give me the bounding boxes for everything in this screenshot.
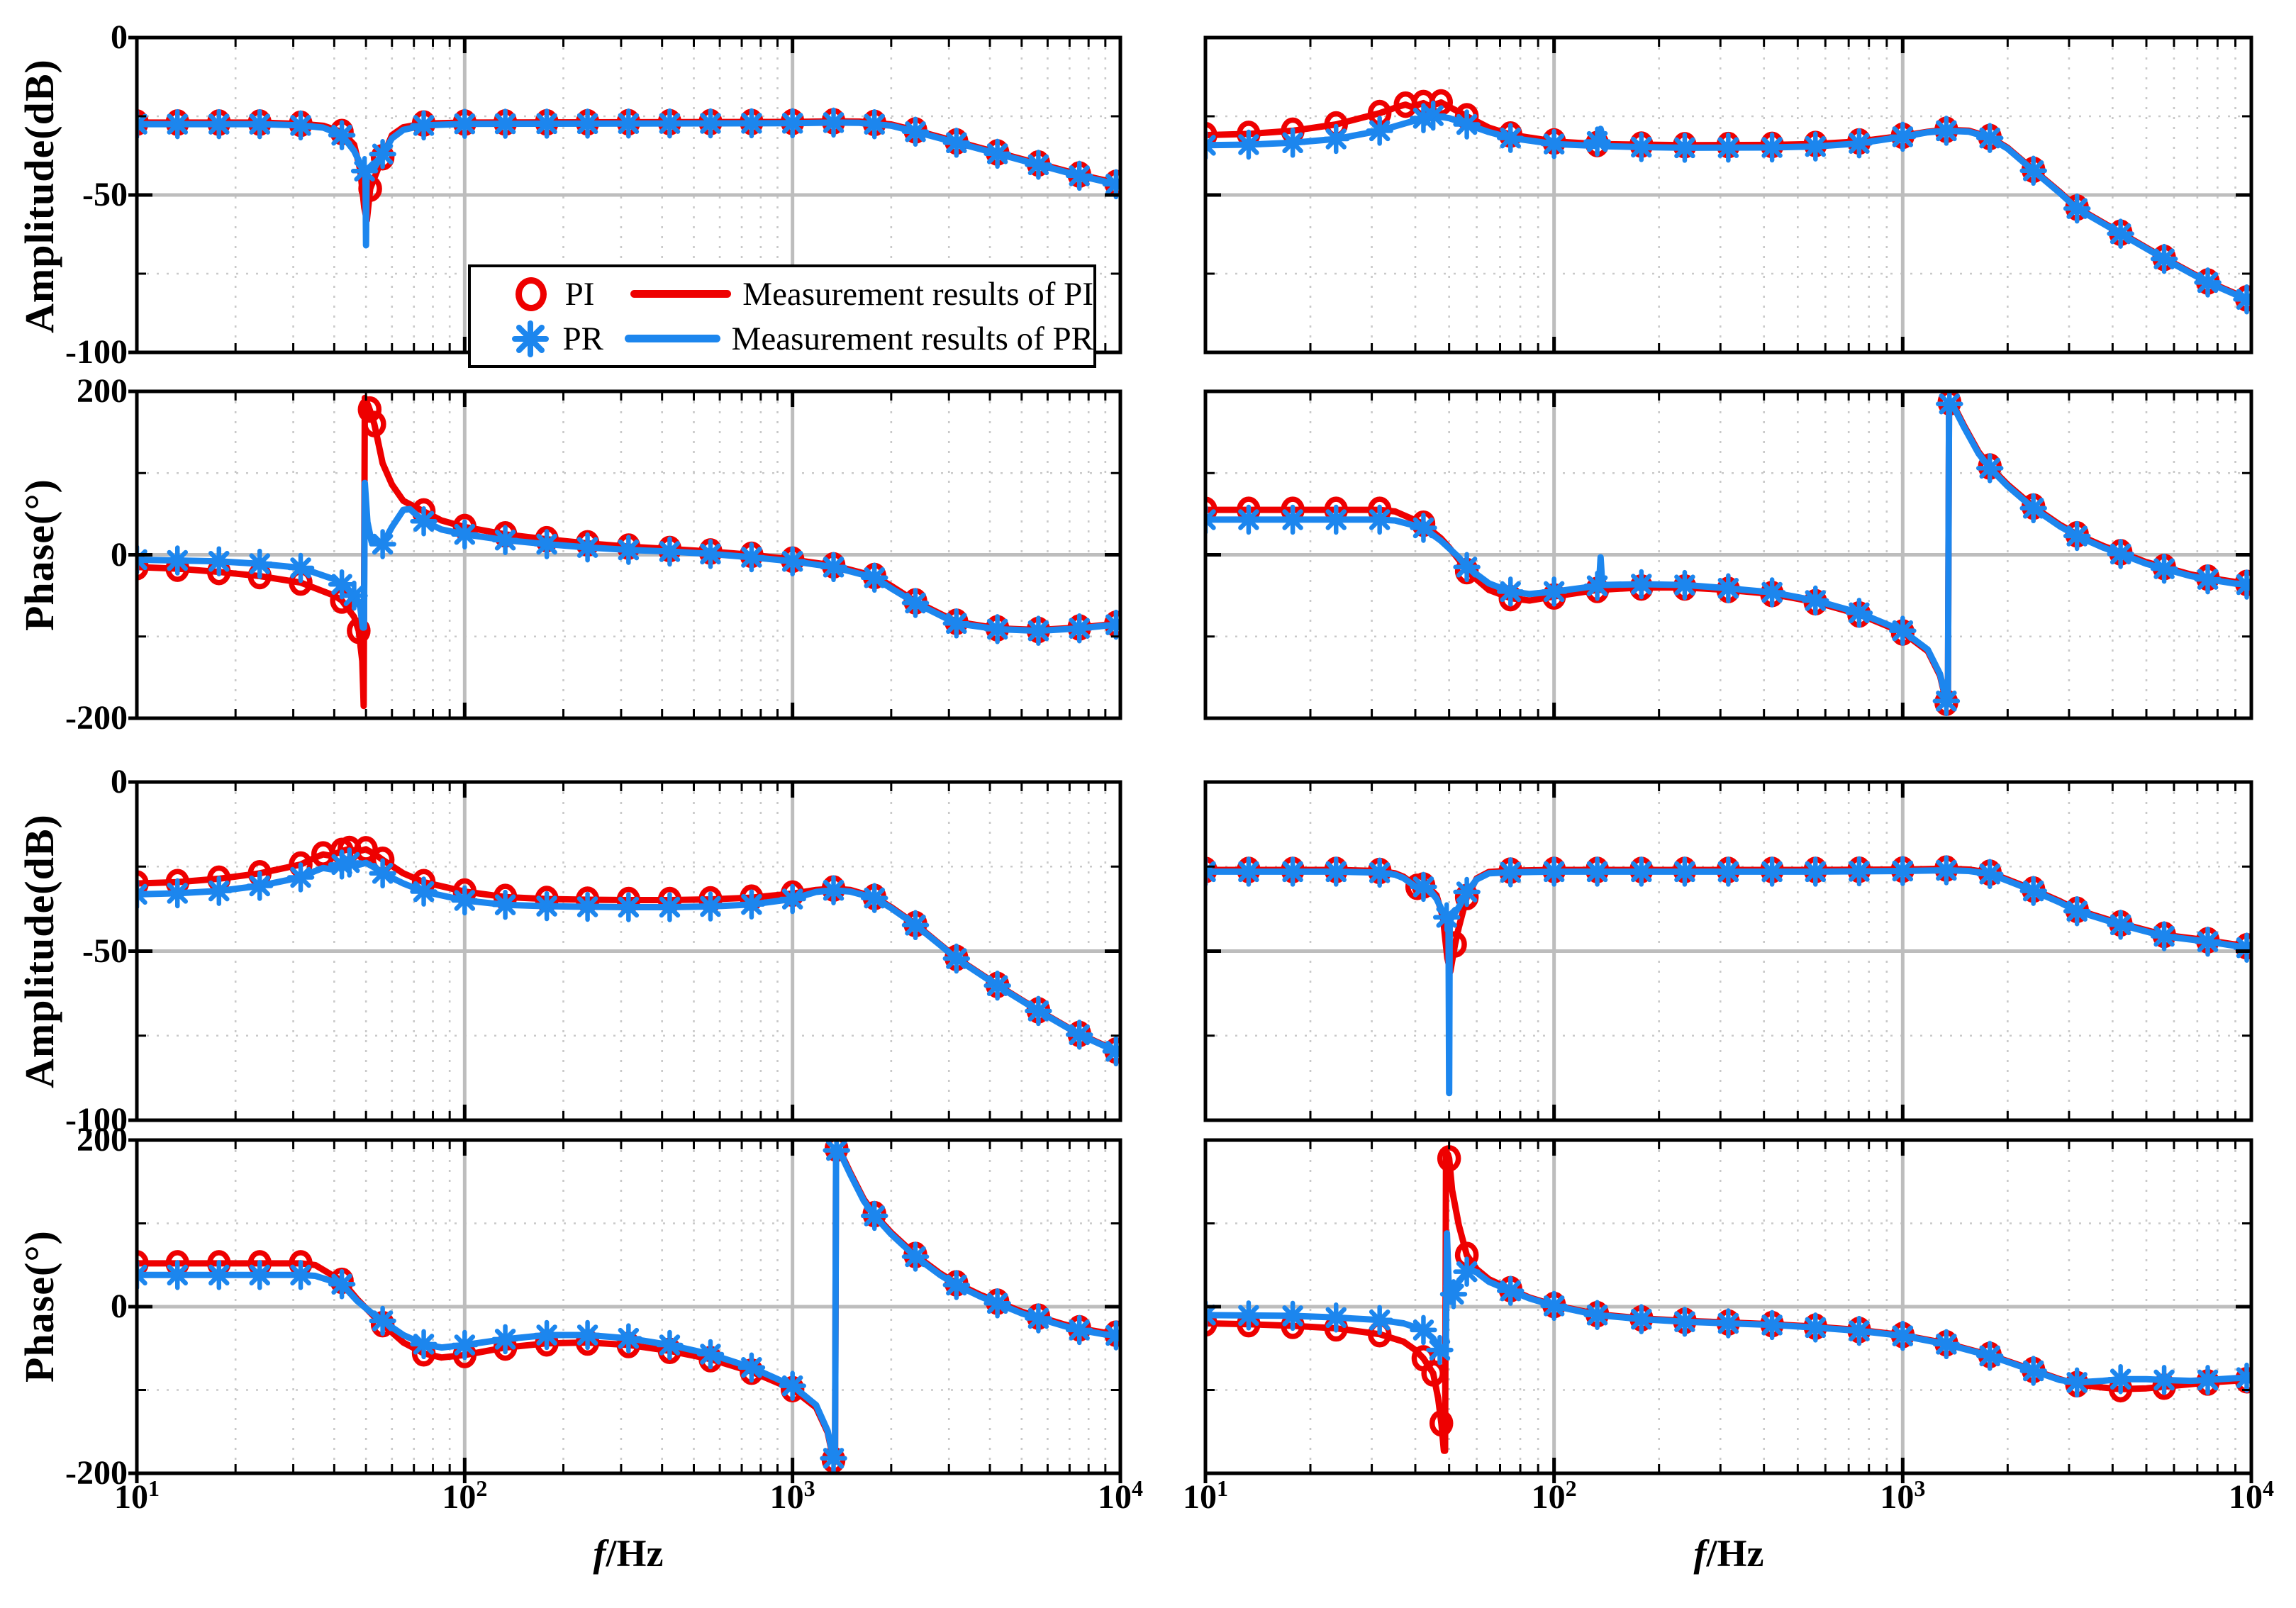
grid-amplitude-lower-right: [1205, 782, 2251, 1120]
ticks-phase-upper-left: [128, 389, 1122, 720]
series-pi-phase-upper-right: [1207, 393, 2250, 716]
ytick-label-amplitude-lower-left-0: 0: [111, 763, 128, 800]
series-pr-amplitude-top-left: [138, 107, 1119, 249]
series-pi-phase-bottom-left: [138, 1141, 1119, 1472]
markers-pi: [1207, 1145, 2250, 1437]
xtick-label-col0-10e2: 102: [442, 1475, 488, 1516]
series-pi-phase-bottom-right: [1207, 1145, 2250, 1454]
ytick-label-amplitude-top-left--50: -50: [82, 176, 128, 213]
grid-amplitude-lower-left: [137, 782, 1120, 1120]
subplot-phase-bottom-right: [1203, 1138, 2253, 1483]
grid-amplitude-top-right: [1205, 38, 2251, 352]
xtick-label-col0-10e4: 104: [1098, 1475, 1143, 1516]
legend-label-pi: PI: [564, 275, 595, 313]
line-pi: [1207, 1149, 2250, 1454]
x-axis-label-right: f/Hz: [1693, 1532, 1764, 1575]
markers-pi: [1207, 393, 2250, 716]
series-pr-amplitude-lower-left: [138, 847, 1119, 1067]
series-pr-phase-bottom-left: [138, 1141, 1119, 1472]
markers-pr: [138, 107, 1119, 200]
markers-pr: [138, 506, 1119, 646]
xtick-label-col1-10e3: 103: [1880, 1475, 1926, 1516]
legend-label-pr: PR: [562, 320, 604, 357]
ticks-phase-bottom-right: [1203, 1138, 2253, 1483]
ticks-phase-upper-right: [1203, 389, 2253, 720]
subplot-phase-upper-right: [1203, 389, 2253, 720]
markers-pr: [1207, 100, 2250, 315]
grid-phase-upper-right: [1205, 391, 2251, 718]
subplot-amplitude-lower-right: [1203, 780, 2253, 1122]
series-pr-phase-upper-right: [1207, 393, 2250, 717]
series-pr-amplitude-top-right: [1207, 100, 2250, 315]
subplot-phase-bottom-left: [128, 1138, 1122, 1483]
ticks-amplitude-lower-right: [1203, 780, 2253, 1122]
markers-pr: [1207, 393, 2250, 717]
legend-desc-pr: Measurement results of PR: [731, 320, 1093, 357]
legend-box: PI Measurement results of PI PR Measurem…: [468, 264, 1096, 368]
ticks-phase-bottom-left: [128, 1138, 1122, 1483]
ytick-label-phase-bottom-left-0: 0: [111, 1288, 128, 1325]
ytick-label-amplitude-top-left--100: -100: [65, 333, 128, 371]
series-pi-amplitude-top-right: [1207, 89, 2250, 312]
ytick-label-amplitude-top-left-0: 0: [111, 18, 128, 56]
ytick-label-amplitude-lower-left--100: -100: [65, 1101, 128, 1139]
grid-phase-bottom-right: [1205, 1140, 2251, 1473]
pi-line-sample-icon: [630, 290, 732, 298]
legend-desc-pi: Measurement results of PI: [742, 275, 1093, 313]
ticks-amplitude-top-right: [1203, 35, 2253, 354]
ytick-label-phase-upper-left-200: 200: [77, 372, 128, 410]
markers-pi: [138, 1141, 1119, 1472]
markers-pr: [1207, 1256, 2250, 1398]
xtick-label-col1-10e4: 104: [2229, 1475, 2274, 1516]
pr-line-sample-icon: [624, 335, 720, 342]
ytick-label-phase-bottom-left-200: 200: [77, 1121, 128, 1158]
markers-pi: [1207, 89, 2250, 312]
xtick-label-col0-10e3: 103: [769, 1475, 815, 1516]
xtick-label-col1-10e2: 102: [1531, 1475, 1577, 1516]
series-pr-amplitude-lower-right: [1207, 855, 2250, 1097]
subplot-amplitude-lower-left: [128, 780, 1122, 1122]
legend-row-pi: PI Measurement results of PI: [511, 274, 1093, 314]
xtick-label-col0-10e1: 101: [114, 1475, 160, 1516]
legend-row-pr: PR Measurement results of PR: [511, 319, 1093, 359]
pr-asterisk-marker-icon: [511, 320, 550, 357]
markers-pr: [138, 847, 1119, 1067]
grid-phase-bottom-left: [137, 1140, 1120, 1473]
pi-circle-marker-icon: [511, 277, 552, 311]
markers-pr: [138, 1141, 1119, 1472]
x-axis-label-left: f/Hz: [593, 1532, 664, 1575]
series-pr-phase-bottom-right: [1207, 1230, 2250, 1398]
ticks-amplitude-lower-left: [128, 780, 1122, 1122]
line-pr: [1207, 867, 2250, 1097]
markers-pi: [138, 396, 1119, 644]
markers-pr: [1207, 855, 2250, 963]
xtick-label-col1-10e1: 101: [1183, 1475, 1228, 1516]
ytick-label-phase-bottom-left--200: -200: [65, 1454, 128, 1492]
subplot-phase-upper-left: [128, 389, 1122, 720]
line-pr: [138, 119, 1119, 249]
subplot-amplitude-top-right: [1203, 35, 2253, 354]
ytick-label-amplitude-lower-left--50: -50: [82, 932, 128, 970]
series-pr-phase-upper-left: [138, 479, 1119, 646]
ytick-label-phase-upper-left-0: 0: [111, 535, 128, 574]
ytick-label-phase-upper-left--200: -200: [65, 699, 128, 737]
